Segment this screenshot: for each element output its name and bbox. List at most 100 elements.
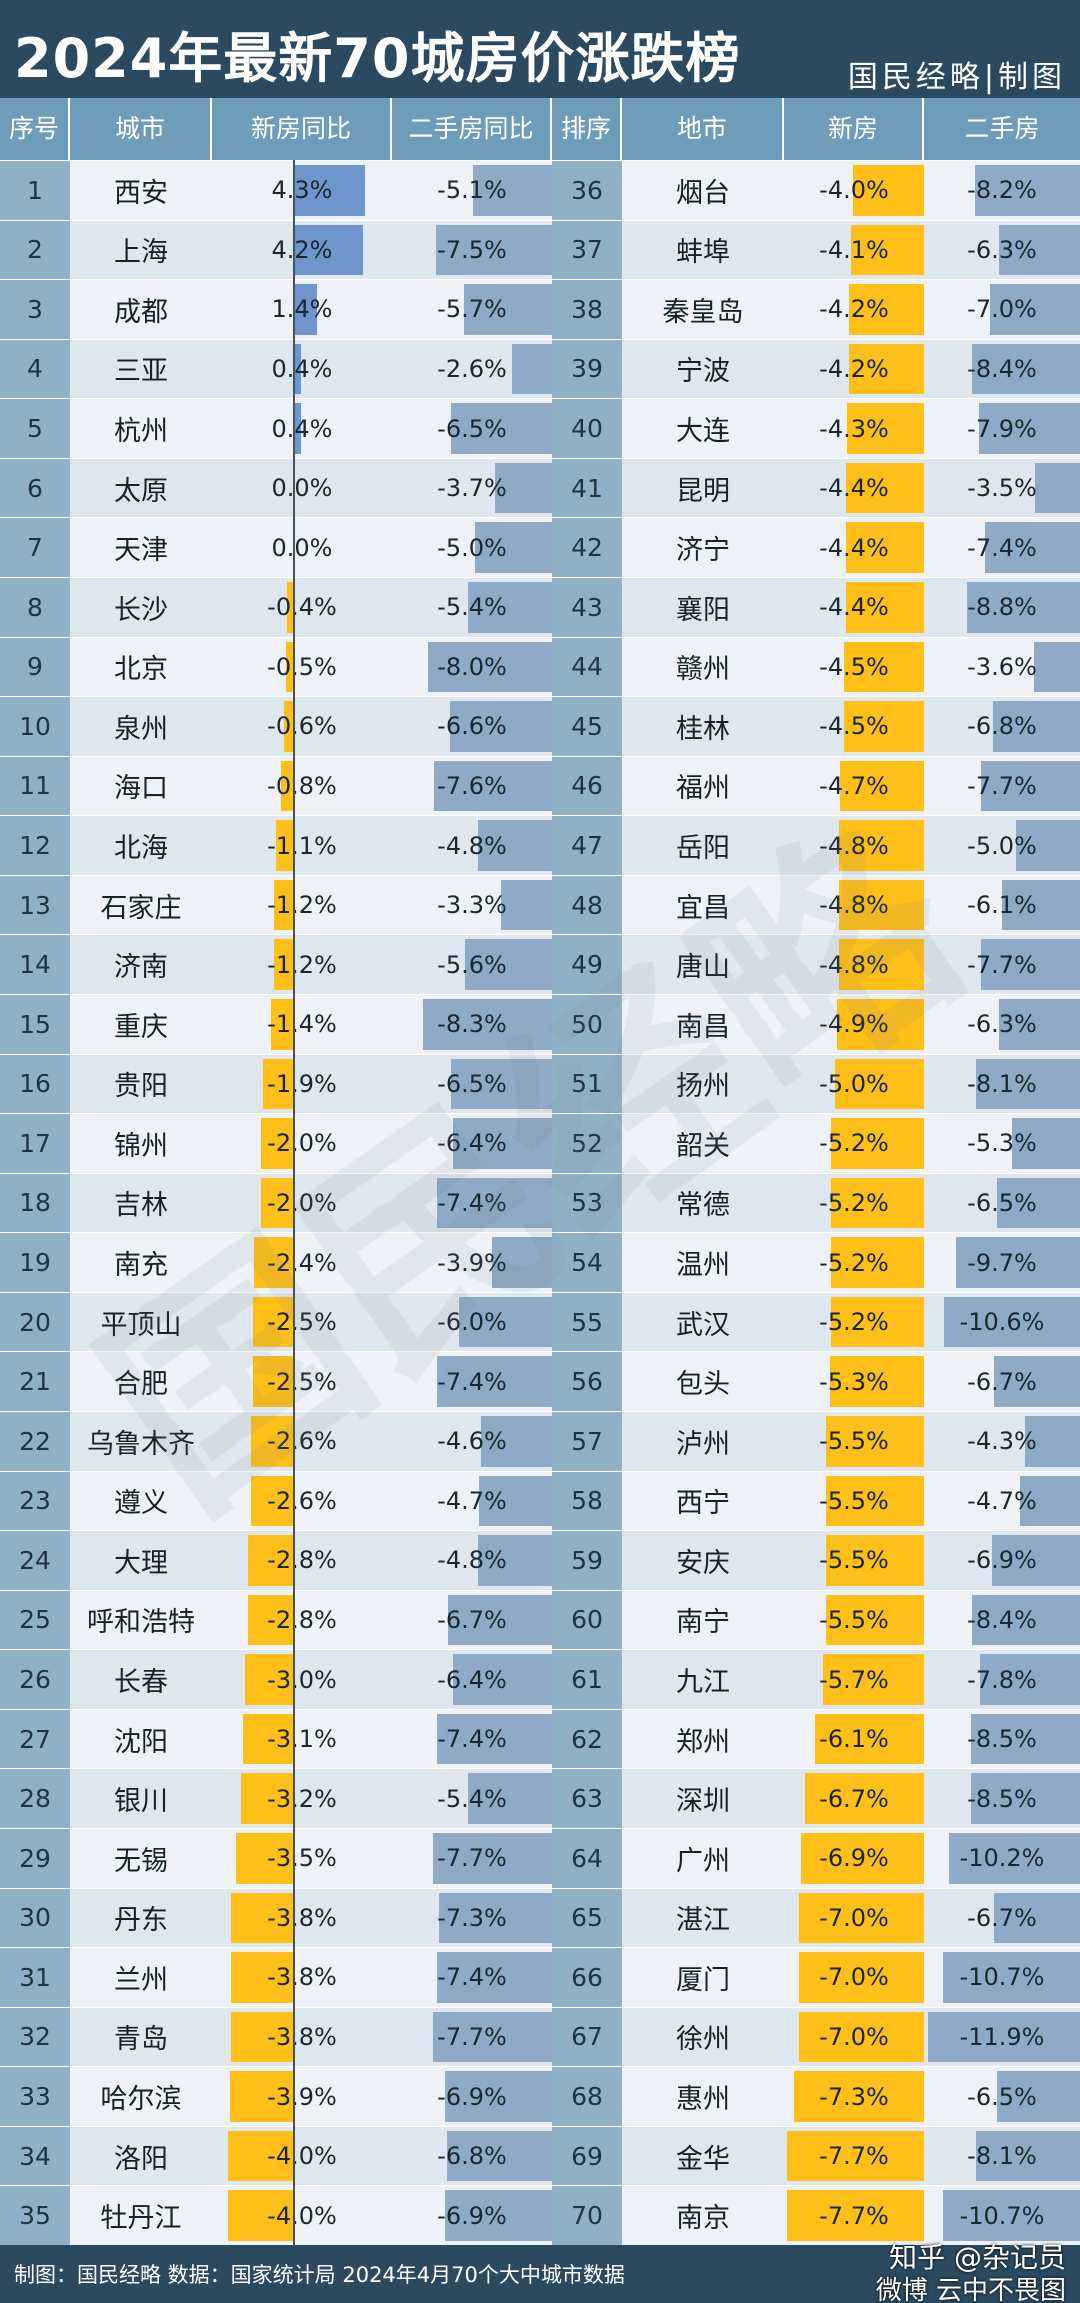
new-house-label: 1.4%	[271, 295, 333, 324]
new-house-label: 0.4%	[271, 414, 333, 443]
new-house-bar	[786, 2130, 924, 2182]
new-house-label: -7.0%	[819, 1903, 889, 1932]
second-house-bar	[976, 1058, 1080, 1110]
header-left-second: 二手房同比	[392, 98, 552, 160]
city-cell: 青岛	[114, 2024, 168, 2056]
new-house-bar	[294, 284, 318, 335]
second-house-label: -6.5%	[437, 414, 507, 443]
second-house-bar	[944, 1296, 1080, 1348]
second-house-label: -10.2%	[959, 1844, 1045, 1873]
new-house-bar	[845, 522, 924, 573]
new-house-label: -3.1%	[267, 1725, 337, 1754]
new-house-label: -2.8%	[267, 1605, 337, 1634]
table-row: 28 银川 -3.2% -5.4% 63 深圳 -6.7% -8.5%	[0, 1768, 1080, 1828]
new-house-bar	[849, 284, 924, 335]
rank-cell: 17	[0, 1114, 70, 1173]
rank-cell: 32	[0, 2007, 70, 2067]
rank-cell: 55	[552, 1292, 622, 1352]
table-row: 14 济南 -1.2% -5.6% 49 唐山 -4.8% -7.7%	[0, 934, 1080, 994]
rank-cell: 70	[552, 2186, 622, 2245]
second-house-label: -7.6%	[437, 771, 507, 800]
city-cell: 厦门	[676, 1964, 730, 1996]
city-cell: 烟台	[676, 177, 730, 209]
second-house-label: -3.5%	[967, 474, 1037, 503]
second-house-label: -8.0%	[437, 652, 507, 681]
rank-cell: 37	[552, 220, 622, 280]
second-house-label: -5.6%	[437, 950, 507, 979]
new-house-label: -4.8%	[819, 950, 889, 979]
second-house-label: -3.3%	[437, 891, 507, 920]
table-row: 7 天津 0.0% -5.0% 42 济宁 -4.4% -7.4%	[0, 517, 1080, 577]
table-row: 6 太原 0.0% -3.7% 41 昆明 -4.4% -3.5%	[0, 457, 1080, 518]
new-house-label: -1.1%	[267, 831, 337, 860]
city-cell: 常德	[676, 1190, 730, 1222]
city-cell: 西安	[114, 177, 168, 209]
new-house-label: -5.5%	[819, 1605, 889, 1634]
new-house-bar	[247, 1535, 294, 1586]
city-cell: 牡丹江	[100, 2203, 182, 2235]
second-house-label: -7.0%	[967, 295, 1037, 324]
second-house-label: -7.7%	[437, 2022, 507, 2051]
new-house-label: -0.8%	[267, 771, 337, 800]
new-house-label: -6.1%	[819, 1725, 889, 1754]
second-house-bar	[446, 2130, 552, 2182]
city-cell: 呼和浩特	[87, 1607, 195, 1639]
weibo-watermark: 微博 云中不畏图	[875, 2276, 1066, 2303]
second-house-bar	[437, 1713, 552, 1765]
new-house-label: -4.8%	[819, 891, 889, 920]
city-cell: 桂林	[676, 713, 730, 745]
second-house-bar	[967, 582, 1080, 633]
second-house-label: -6.4%	[437, 1665, 507, 1694]
second-house-label: -6.7%	[967, 1367, 1037, 1396]
new-house-label: -5.5%	[819, 1486, 889, 1515]
table-row: 22 乌鲁木齐 -2.6% -4.6% 57 泸州 -5.5% -4.3%	[0, 1411, 1080, 1471]
city-cell: 丹东	[114, 1905, 168, 1937]
new-house-label: -4.4%	[819, 533, 889, 562]
second-house-bar	[975, 165, 1080, 216]
table-row: 10 泉州 -0.6% -6.6% 45 桂林 -4.5% -6.8%	[0, 696, 1080, 756]
rank-cell: 25	[0, 1590, 70, 1650]
new-house-label: -7.7%	[819, 2142, 889, 2171]
table-row: 29 无锡 -3.5% -7.7% 64 广州 -6.9% -10.2%	[0, 1828, 1080, 1888]
rank-cell: 51	[552, 1054, 622, 1114]
city-cell: 长沙	[114, 594, 168, 626]
city-cell: 岳阳	[676, 833, 730, 865]
new-house-label: 0.0%	[271, 474, 333, 503]
second-house-bar	[448, 1594, 552, 1646]
city-cell: 徐州	[676, 2024, 730, 2056]
second-house-bar	[480, 1416, 552, 1467]
second-house-bar	[976, 2130, 1080, 2182]
city-cell: 沈阳	[114, 1726, 168, 1758]
new-house-bar	[294, 403, 301, 454]
rank-cell: 38	[552, 280, 622, 339]
second-house-bar	[991, 1535, 1080, 1586]
second-house-bar	[459, 1296, 552, 1348]
new-house-bar	[231, 1952, 294, 2003]
new-house-label: -4.9%	[819, 1010, 889, 1039]
rank-cell: 6	[0, 458, 70, 518]
new-house-label: -5.5%	[819, 1546, 889, 1575]
second-house-label: -5.4%	[437, 1784, 507, 1813]
table-row: 21 合肥 -2.5% -7.4% 56 包头 -5.3% -6.7%	[0, 1351, 1080, 1411]
second-house-bar	[955, 1237, 1080, 1288]
city-cell: 乌鲁木齐	[87, 1428, 195, 1460]
rank-cell: 4	[0, 339, 70, 399]
new-house-bar	[847, 403, 924, 454]
new-house-bar	[229, 2071, 294, 2122]
new-house-bar	[252, 1356, 294, 1407]
new-house-label: -2.0%	[267, 1129, 337, 1158]
second-house-bar	[477, 820, 552, 871]
second-house-bar	[999, 224, 1080, 276]
new-house-label: -4.5%	[819, 652, 889, 681]
table-row: 18 吉林 -2.0% -7.4% 53 常德 -5.2% -6.5%	[0, 1172, 1080, 1233]
new-house-bar	[284, 701, 294, 752]
table-row: 19 南充 -2.4% -3.9% 54 温州 -5.2% -9.7%	[0, 1232, 1080, 1292]
new-house-bar	[799, 2011, 924, 2063]
new-house-label: -4.3%	[819, 414, 889, 443]
rank-cell: 46	[552, 756, 622, 816]
second-house-bar	[474, 522, 552, 573]
table-row: 27 沈阳 -3.1% -7.4% 62 郑州 -6.1% -8.5%	[0, 1708, 1080, 1769]
new-house-label: -5.0%	[819, 1069, 889, 1098]
city-cell: 福州	[676, 773, 730, 805]
rank-cell: 67	[552, 2007, 622, 2067]
